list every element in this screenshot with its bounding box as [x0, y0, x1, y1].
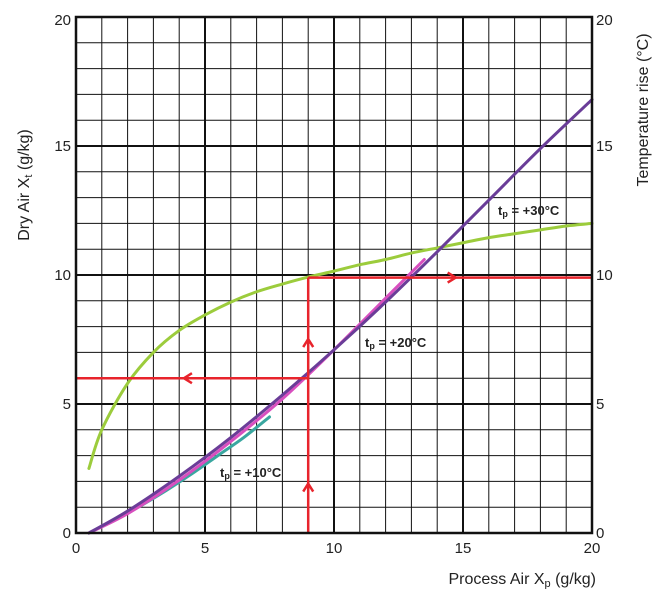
series-tp-20-label: tp = +20°C	[365, 335, 427, 351]
series-tp-30	[87, 98, 594, 535]
y-tick-label-left: 5	[63, 396, 71, 413]
guide-arrow	[447, 271, 459, 284]
guide-arrow	[302, 336, 315, 348]
guide-lines	[76, 271, 592, 533]
x-tick-label: 20	[584, 540, 601, 557]
y-tick-label-right: 20	[596, 12, 613, 29]
guide-arrow	[181, 372, 193, 385]
grid	[76, 17, 592, 533]
y-tick-label-right: 10	[596, 267, 613, 284]
guide-arrow	[302, 481, 315, 493]
annotations: tp = +10°C tp = +20°C tp = +30°C	[220, 203, 560, 481]
y-tick-label-left: 20	[54, 12, 71, 29]
x-tick-label: 15	[455, 540, 472, 557]
plot-frame	[74, 15, 594, 535]
x-tick-label: 10	[326, 540, 343, 557]
y-tick-label-left: 0	[63, 525, 71, 542]
series-temperature-rise	[87, 221, 594, 470]
series-group	[87, 98, 594, 535]
y-tick-label-right: 0	[596, 525, 604, 542]
series-tp-20	[87, 258, 426, 535]
y-axis-title-left: Dry Air Xt (g/kg)	[16, 129, 35, 241]
y-tick-label-right: 5	[596, 396, 604, 413]
series-tp-10-label: tp = +10°C	[220, 465, 282, 481]
x-tick-label: 0	[72, 540, 80, 557]
x-tick-label: 5	[201, 540, 209, 557]
y-tick-label-right: 15	[596, 138, 613, 155]
y-tick-label-left: 15	[54, 138, 71, 155]
x-axis-title: Process Air Xp (g/kg)	[449, 571, 597, 589]
series-tp-30-label: tp = +30°C	[498, 203, 560, 219]
y-tick-label-left: 10	[54, 267, 71, 284]
y-axis-title-right: Temperature rise (°C)	[635, 33, 652, 186]
